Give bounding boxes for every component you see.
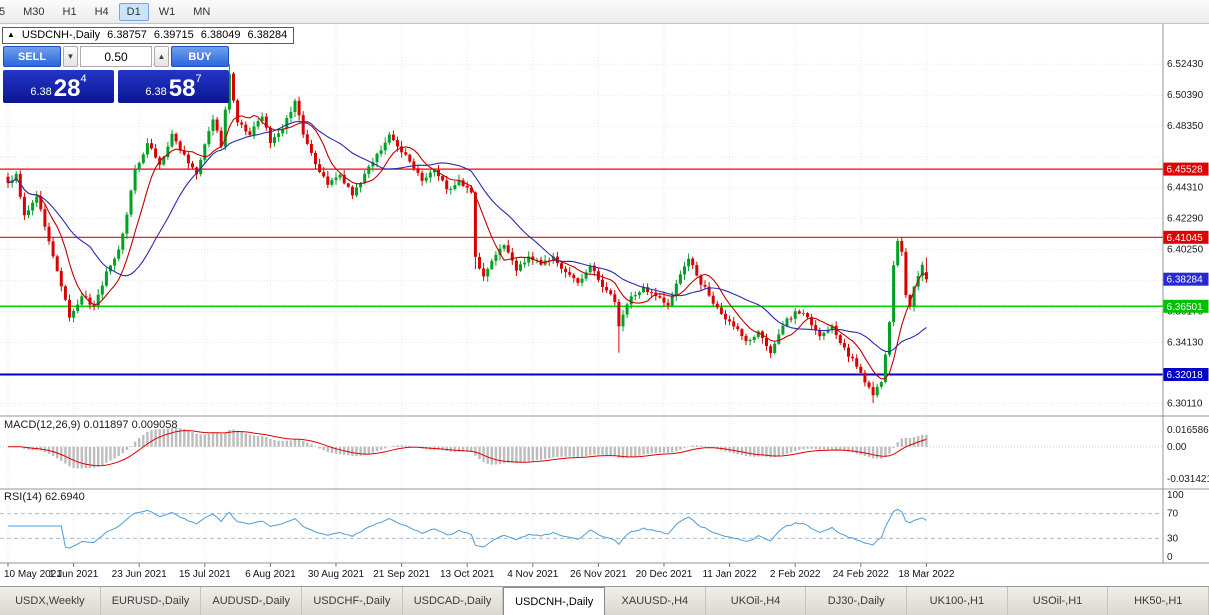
svg-text:0.016586: 0.016586 xyxy=(1167,425,1209,436)
chart-area[interactable]: 6.52430 6.50390 6.48350 6.44310 6.42290 6.402… xyxy=(0,24,1209,586)
svg-text:6.38284: 6.38284 xyxy=(1167,275,1204,286)
svg-text:30 Aug 2021: 30 Aug 2021 xyxy=(308,569,365,580)
svg-text:6.50390: 6.50390 xyxy=(1167,90,1204,101)
svg-text:26 Nov 2021: 26 Nov 2021 xyxy=(570,569,627,580)
svg-text:0: 0 xyxy=(1167,552,1173,563)
ohlc-close: 6.38284 xyxy=(247,29,288,41)
svg-text:6.40250: 6.40250 xyxy=(1167,244,1204,255)
oneclick-expander-icon[interactable]: ▲ xyxy=(7,30,15,39)
tab-ukoil-h4[interactable]: UKOil-,H4 xyxy=(705,587,807,615)
svg-text:21 Sep 2021: 21 Sep 2021 xyxy=(373,569,430,580)
svg-text:6.32018: 6.32018 xyxy=(1167,370,1204,381)
svg-text:30: 30 xyxy=(1167,533,1179,544)
sell-button[interactable]: SELL xyxy=(3,46,61,67)
ask-price-display[interactable]: 6.38 58 7 xyxy=(118,70,229,103)
timeframe-button-h4[interactable]: H4 xyxy=(87,3,117,21)
svg-text:2 Feb 2022: 2 Feb 2022 xyxy=(770,569,821,580)
svg-text:13 Oct 2021: 13 Oct 2021 xyxy=(440,569,495,580)
timeframe-button-mn[interactable]: MN xyxy=(185,3,218,21)
tab-xauusd-h4[interactable]: XAUUSD-,H4 xyxy=(605,587,706,615)
macd-indicator-label: MACD(12,26,9) 0.011897 0.009058 xyxy=(4,419,178,431)
buy-button[interactable]: BUY xyxy=(171,46,229,67)
price-chart-canvas[interactable]: 6.52430 6.50390 6.48350 6.44310 6.42290 6.402… xyxy=(0,24,1209,586)
tab-audusd-daily[interactable]: AUDUSD-,Daily xyxy=(201,587,303,615)
svg-text:-0.031421: -0.031421 xyxy=(1167,474,1209,485)
tab-usdx-weekly[interactable]: USDX,Weekly xyxy=(0,587,101,615)
volume-input[interactable] xyxy=(80,46,152,67)
svg-text:20 Dec 2021: 20 Dec 2021 xyxy=(636,569,693,580)
tab-usdcnh-daily[interactable]: USDCNH-,Daily xyxy=(503,587,606,615)
chevron-down-icon: ▼ xyxy=(66,52,75,61)
svg-text:6.41045: 6.41045 xyxy=(1167,233,1204,244)
chart-symbol-title: USDCNH-,Daily xyxy=(21,29,101,41)
tab-eurusd-daily[interactable]: EURUSD-,Daily xyxy=(100,587,202,615)
volume-decrease-button[interactable]: ▼ xyxy=(63,46,78,67)
svg-text:0.00: 0.00 xyxy=(1167,442,1187,453)
tab-hk50-h1[interactable]: HK50-,H1 xyxy=(1108,587,1209,615)
svg-text:6.48350: 6.48350 xyxy=(1167,121,1204,132)
ohlc-high: 6.39715 xyxy=(153,29,194,41)
svg-text:6.30110: 6.30110 xyxy=(1167,398,1203,409)
bid-price-display[interactable]: 6.38 28 4 xyxy=(3,70,114,103)
ohlc-low: 6.38049 xyxy=(200,29,241,41)
timeframe-button-m5[interactable]: 5 xyxy=(0,3,13,21)
tab-usdcad-daily[interactable]: USDCAD-,Daily xyxy=(402,587,504,615)
bid-price-sup: 4 xyxy=(80,73,87,85)
ask-price-base: 6.38 xyxy=(145,86,167,98)
svg-text:4 Nov 2021: 4 Nov 2021 xyxy=(507,569,559,580)
timeframe-button-d1[interactable]: D1 xyxy=(118,2,149,21)
svg-text:6.34130: 6.34130 xyxy=(1167,337,1204,348)
svg-text:70: 70 xyxy=(1167,509,1179,520)
volume-increase-button[interactable]: ▲ xyxy=(154,46,169,67)
chevron-up-icon: ▲ xyxy=(157,52,166,61)
timeframe-button-m30[interactable]: M30 xyxy=(15,3,52,21)
timeframe-toolbar: 5 M30 H1 H4 D1 W1 MN xyxy=(0,0,1209,24)
tab-dj30-daily[interactable]: DJ30-,Daily xyxy=(806,587,908,615)
chart-symbol-header: ▲ USDCNH-,Daily 6.38757 6.39715 6.38049 … xyxy=(2,27,295,44)
svg-text:1 Jun 2021: 1 Jun 2021 xyxy=(49,569,99,580)
timeframe-button-h1[interactable]: H1 xyxy=(55,3,85,21)
svg-text:10 May 2021: 10 May 2021 xyxy=(4,569,62,580)
svg-text:15 Jul 2021: 15 Jul 2021 xyxy=(179,569,231,580)
svg-text:6 Aug 2021: 6 Aug 2021 xyxy=(245,569,296,580)
svg-text:6.45528: 6.45528 xyxy=(1167,165,1204,176)
svg-text:6.44310: 6.44310 xyxy=(1167,183,1204,194)
ask-price-sup: 7 xyxy=(195,73,202,85)
chart-tabbar: USDX,Weekly EURUSD-,Daily AUDUSD-,Daily … xyxy=(0,586,1209,615)
svg-text:6.36501: 6.36501 xyxy=(1167,302,1204,313)
tab-uk100-h1[interactable]: UK100-,H1 xyxy=(907,587,1008,615)
tab-usoil-h1[interactable]: USOil-,H1 xyxy=(1007,587,1109,615)
svg-text:6.42290: 6.42290 xyxy=(1167,213,1204,224)
svg-text:18 Mar 2022: 18 Mar 2022 xyxy=(898,569,955,580)
ask-price-big: 58 xyxy=(168,75,196,103)
svg-text:6.52430: 6.52430 xyxy=(1167,59,1204,70)
svg-text:23 Jun 2021: 23 Jun 2021 xyxy=(112,569,167,580)
bid-price-big: 28 xyxy=(53,75,81,103)
svg-text:24 Feb 2022: 24 Feb 2022 xyxy=(833,569,890,580)
ohlc-open: 6.38757 xyxy=(107,29,147,41)
svg-text:100: 100 xyxy=(1167,490,1184,501)
bid-price-base: 6.38 xyxy=(30,86,52,98)
svg-text:11 Jan 2022: 11 Jan 2022 xyxy=(702,569,757,580)
tab-usdchf-daily[interactable]: USDCHF-,Daily xyxy=(302,587,403,615)
rsi-indicator-label: RSI(14) 62.6940 xyxy=(4,491,85,503)
timeframe-button-w1[interactable]: W1 xyxy=(151,3,184,21)
